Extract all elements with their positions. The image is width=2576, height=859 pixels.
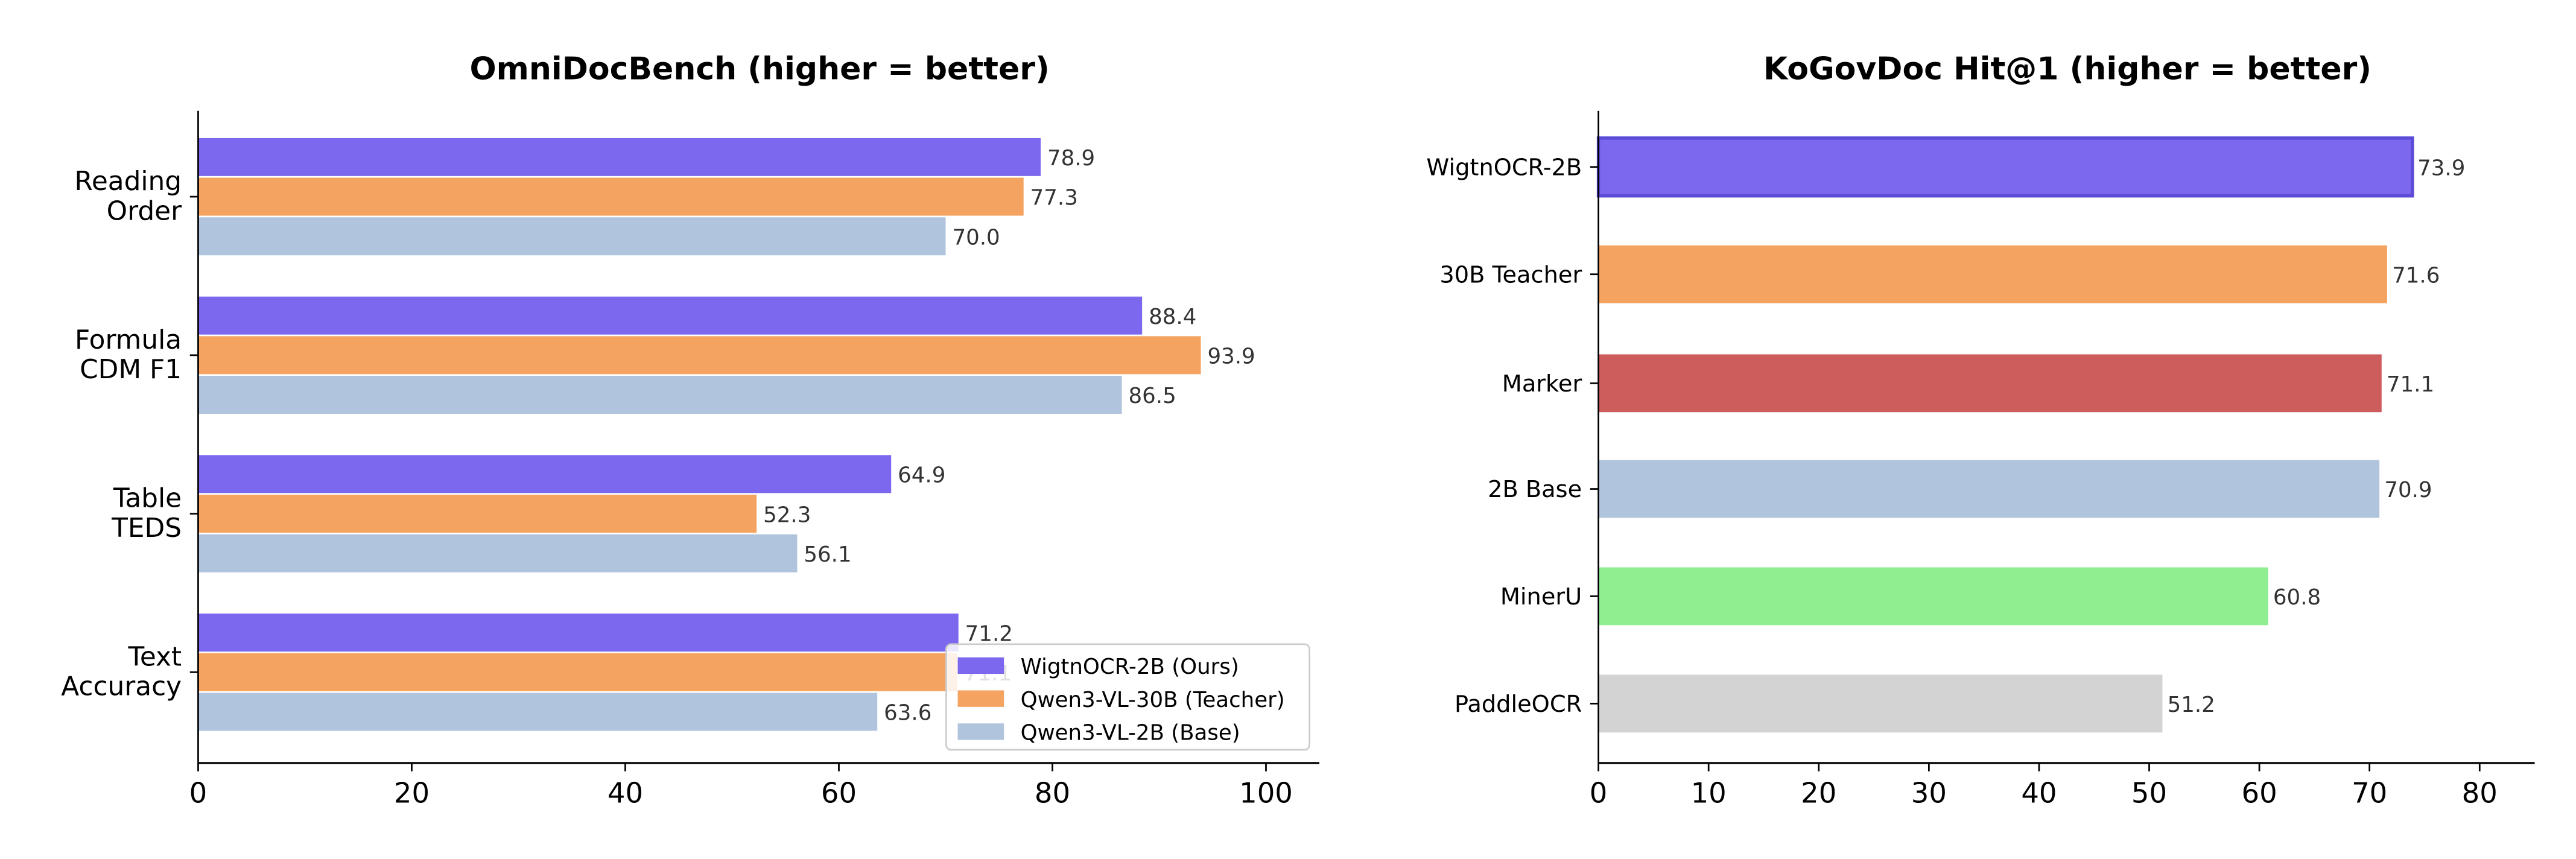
category-label: 2B Base [1488, 476, 1582, 503]
bar-1-3 [198, 653, 957, 691]
x-tick-label: 0 [1590, 777, 1608, 810]
legend-swatch [957, 657, 1004, 674]
category-label: Table TEDS [111, 483, 182, 544]
value-label: 77.3 [1030, 186, 1078, 211]
category-label: PaddleOCR [1455, 691, 1582, 718]
bar-30b-teacher [1598, 245, 2387, 303]
value-label: 86.5 [1128, 384, 1176, 408]
category-label: Reading Order [74, 166, 182, 226]
legend: WigtnOCR-2B (Ours) Qwen3-VL-30B (Teacher)… [945, 643, 1310, 751]
bar-0-3 [198, 613, 959, 652]
kogovdoc-chart: KoGovDoc Hit@1 (higher = better) 73.9 Wig… [1426, 51, 2535, 810]
x-tick-label: 60 [2242, 777, 2277, 810]
category-label: MinerU [1500, 583, 1582, 610]
value-label: 64.9 [898, 463, 945, 488]
value-label: 63.6 [884, 701, 931, 726]
x-tick-label: 40 [2021, 777, 2057, 810]
x-tick-label: 80 [2462, 777, 2498, 810]
legend-label: Qwen3-VL-2B (Base) [1021, 721, 1240, 746]
bar-paddleocr [1598, 674, 2163, 733]
x-tick-label: 20 [1801, 777, 1836, 810]
legend-swatch [957, 723, 1004, 740]
right-chart-title: KoGovDoc Hit@1 (higher = better) [1763, 51, 2371, 87]
value-label: 71.1 [2387, 372, 2434, 397]
x-tick-label: 60 [821, 777, 857, 810]
category-label: Formula CDM F1 [75, 325, 182, 385]
category-label: 30B Teacher [1439, 261, 1582, 288]
bar-2-0 [198, 217, 946, 256]
value-label: 71.2 [965, 621, 1013, 646]
x-tick-label: 70 [2352, 777, 2387, 810]
category-label: Marker [1502, 370, 1582, 398]
bar-0-0 [198, 138, 1041, 176]
x-tick-label: 0 [189, 777, 208, 810]
value-label: 88.4 [1149, 305, 1196, 329]
legend-label: WigtnOCR-2B (Ours) [1021, 655, 1239, 679]
value-label: 78.9 [1047, 146, 1095, 171]
x-tick-label: 100 [1239, 777, 1293, 810]
value-label: 71.6 [2392, 263, 2440, 288]
bar-mineru [1598, 567, 2268, 626]
category-label: WigtnOCR-2B [1426, 154, 1582, 181]
legend-label: Qwen3-VL-30B (Teacher) [1021, 688, 1285, 712]
bar-2-3 [198, 693, 878, 731]
x-tick-label: 10 [1691, 777, 1727, 810]
legend-box [945, 643, 1310, 751]
bar-2-2 [198, 534, 798, 572]
bar-2-1 [198, 376, 1122, 414]
value-label: 56.1 [804, 542, 851, 567]
value-label: 60.8 [2273, 585, 2321, 610]
value-label: 70.0 [952, 225, 1000, 250]
x-tick-label: 40 [608, 777, 643, 810]
bar-1-1 [198, 336, 1201, 375]
value-label: 70.9 [2384, 478, 2432, 502]
value-label: 73.9 [2417, 156, 2465, 180]
value-label: 52.3 [763, 502, 811, 527]
legend-swatch [957, 690, 1004, 707]
x-tick-label: 30 [1911, 777, 1947, 810]
bar-marker [1598, 354, 2382, 413]
bar-0-1 [198, 296, 1143, 335]
bar-0-2 [198, 455, 892, 493]
bar-wigtnocr-2b [1596, 136, 2414, 198]
category-label: Text Accuracy [61, 641, 182, 702]
bar-2b-base [1598, 460, 2380, 518]
value-label: 51.2 [2168, 693, 2215, 717]
value-label: 93.9 [1207, 344, 1255, 369]
left-chart-title: OmniDocBench (higher = better) [469, 51, 1049, 87]
x-tick-label: 20 [394, 777, 430, 810]
bar-1-2 [198, 495, 757, 533]
omnidocbench-chart: OmniDocBench (higher = better) 78.9 88.4 6… [61, 51, 1320, 810]
x-tick-label: 50 [2131, 777, 2167, 810]
bar-1-0 [198, 177, 1024, 216]
x-tick-label: 80 [1035, 777, 1070, 810]
